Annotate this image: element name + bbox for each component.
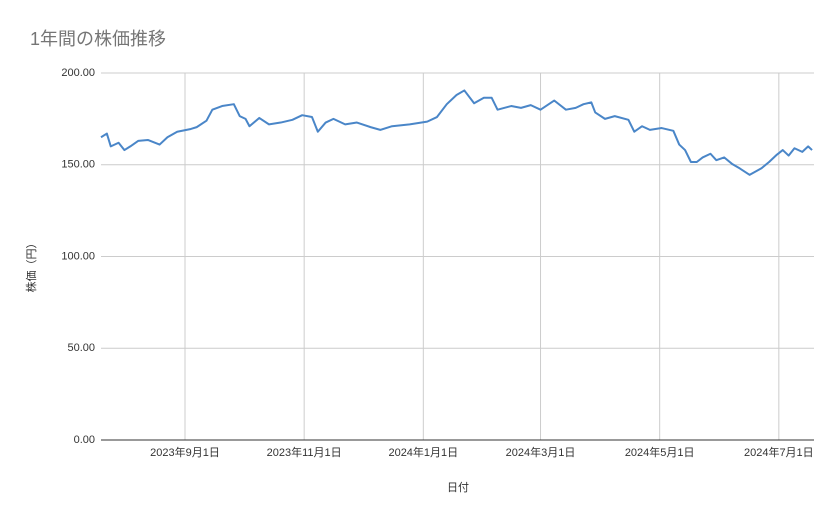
x-tick-label: 2024年1月1日 xyxy=(388,445,458,459)
y-tick-label: 150.00 xyxy=(61,159,95,171)
y-tick-label: 100.00 xyxy=(61,250,95,262)
y-axis-label: 株価（円） xyxy=(24,238,38,293)
chart-title: 1年間の株価推移 xyxy=(30,29,166,49)
x-tick-label: 2024年5月1日 xyxy=(625,445,695,459)
line-series xyxy=(100,89,813,176)
x-tick-label: 2023年11月1日 xyxy=(267,445,342,459)
x-tick-label: 2024年7月1日 xyxy=(744,445,814,459)
y-tick-label: 0.00 xyxy=(74,434,95,446)
x-tick-label: 2024年3月1日 xyxy=(506,445,576,459)
x-axis-label: 日付 xyxy=(447,481,469,494)
x-tick-label: 2023年9月1日 xyxy=(150,445,220,459)
y-tick-label: 50.00 xyxy=(67,342,95,354)
y-tick-label: 200.00 xyxy=(61,67,95,79)
